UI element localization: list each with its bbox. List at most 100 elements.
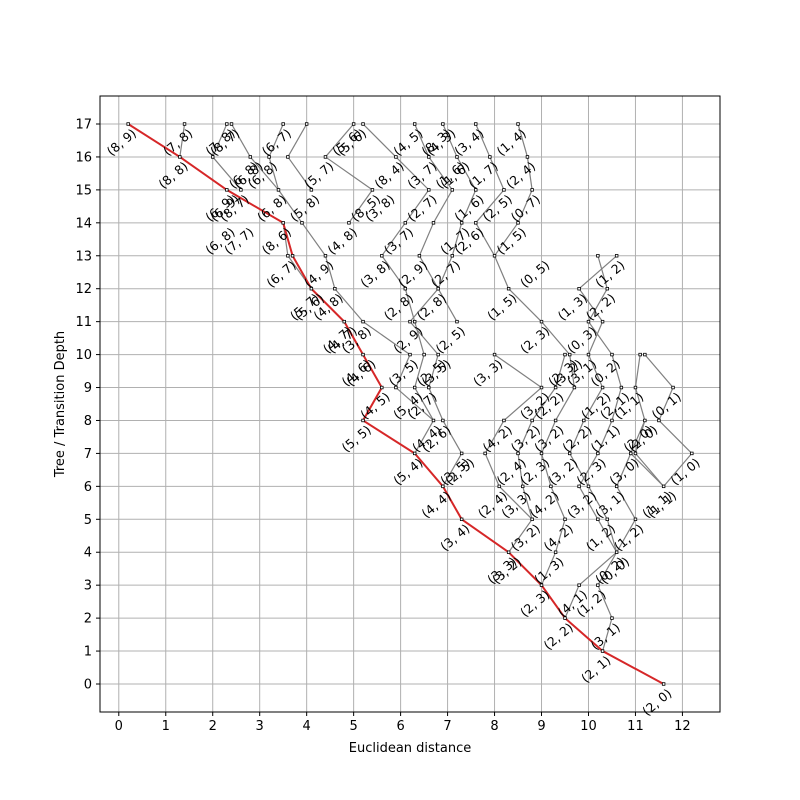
y-tick-label: 1 xyxy=(84,645,92,660)
tree-node-marker xyxy=(497,484,501,489)
tree-node-marker xyxy=(577,287,581,291)
tree-node-marker xyxy=(459,517,464,521)
tree-node-marker xyxy=(530,517,534,521)
tree-node-marker xyxy=(596,583,600,587)
tree-node-marker xyxy=(643,352,647,357)
tree-edge xyxy=(414,420,435,454)
tree-edge xyxy=(601,617,613,652)
tree-node-marker xyxy=(412,319,417,324)
tree-edge xyxy=(597,518,618,553)
tree-node-marker xyxy=(239,188,243,192)
tree-node-marker xyxy=(309,188,314,192)
tree-node-marker xyxy=(441,484,445,489)
tree-node-marker xyxy=(577,583,581,587)
tree-node-marker xyxy=(690,451,694,456)
tree-edge xyxy=(395,354,411,388)
x-tick-label: 7 xyxy=(443,719,451,734)
tree-edge xyxy=(550,486,566,520)
tree-edge xyxy=(287,156,312,191)
tree-node-marker xyxy=(281,221,285,225)
tree-edge xyxy=(616,518,636,553)
tree-node-marker xyxy=(553,385,558,390)
tree-edges-layer xyxy=(127,123,693,685)
y-tick-label: 3 xyxy=(84,579,92,594)
tree-node-marker xyxy=(633,385,638,390)
tree-node-marker xyxy=(483,451,487,456)
path-layer xyxy=(127,123,665,685)
tree-edge xyxy=(634,354,641,388)
tree-node-marker xyxy=(126,122,130,126)
tree-edge xyxy=(578,551,618,586)
x-tick-label: 12 xyxy=(674,719,691,734)
tree-node-marker xyxy=(563,616,567,620)
tree-node-marker xyxy=(323,155,328,159)
tree-node-marker xyxy=(525,155,530,159)
tree-edge xyxy=(540,420,557,454)
tree-node-marker xyxy=(408,319,412,324)
tree-node-marker xyxy=(436,352,440,357)
tree-node-marker xyxy=(351,122,356,126)
tree-edge xyxy=(583,387,604,421)
tree-node-marker xyxy=(567,352,572,357)
tree-node-marker xyxy=(516,122,520,126)
tree-edge xyxy=(442,123,458,158)
tree-node-marker xyxy=(380,385,384,390)
x-tick-label: 11 xyxy=(627,719,644,734)
tree-edge xyxy=(526,156,533,190)
tree-edge xyxy=(569,420,585,454)
tree-node-marker xyxy=(596,517,600,521)
tree-edge xyxy=(404,189,430,224)
tree-edge xyxy=(494,354,542,389)
tree-edge xyxy=(287,123,308,158)
tree-node-marker xyxy=(488,155,492,159)
y-tick-label: 5 xyxy=(84,513,92,528)
ticks-layer: 0 1 2 3 4 5 6 7 8 9 10 11 12012345678910111213141516… xyxy=(75,118,690,735)
tree-edge xyxy=(658,387,674,421)
tree-edge xyxy=(517,453,524,487)
tree-node-marker xyxy=(605,287,609,291)
tree-node-marker xyxy=(267,155,271,159)
tree-node-marker xyxy=(422,352,426,357)
tree-node-marker xyxy=(403,221,408,225)
tree-edge xyxy=(324,255,336,289)
tree-node-marker xyxy=(539,319,544,324)
tree-node-marker xyxy=(586,352,591,357)
tree-node-marker xyxy=(661,484,666,489)
tree-edge xyxy=(540,551,557,586)
tree-node-marker xyxy=(309,287,314,291)
tree-node-marker xyxy=(610,616,614,620)
tree-node-marker xyxy=(643,418,647,423)
tree-node-marker xyxy=(474,188,478,192)
y-tick-label: 4 xyxy=(84,546,92,561)
tree-edge xyxy=(508,518,533,553)
tree-node-marker xyxy=(286,254,290,258)
x-tick-label: 5 xyxy=(349,719,357,734)
tree-node-marker xyxy=(408,352,412,357)
tree-node-marker xyxy=(516,451,520,456)
tree-node-marker xyxy=(577,484,581,489)
tree-edge xyxy=(362,321,411,356)
tree-node-marker xyxy=(572,385,577,390)
tree-edge xyxy=(587,288,608,322)
y-tick-label: 11 xyxy=(75,315,92,330)
tree-edge xyxy=(564,584,580,619)
y-tick-label: 13 xyxy=(75,249,92,264)
tree-node-marker xyxy=(276,188,281,192)
tree-node-marker xyxy=(600,319,605,324)
tree-node-marker xyxy=(225,188,229,192)
tree-node-marker xyxy=(394,155,398,159)
tree-node-marker xyxy=(586,319,591,324)
tree-edge xyxy=(428,156,453,191)
tree-node-marker xyxy=(304,122,309,126)
tree-node-marker xyxy=(516,221,520,225)
tree-edge xyxy=(442,453,463,487)
tree-edge xyxy=(268,123,284,158)
tree-node-marker xyxy=(182,122,187,126)
tree-edge xyxy=(489,156,505,191)
tree-edge xyxy=(587,354,604,388)
y-tick-label: 6 xyxy=(84,480,92,495)
tree-edge xyxy=(334,288,364,323)
tree-edge xyxy=(437,288,458,322)
tree-node-marker xyxy=(427,188,431,192)
tree-node-marker xyxy=(600,385,605,390)
